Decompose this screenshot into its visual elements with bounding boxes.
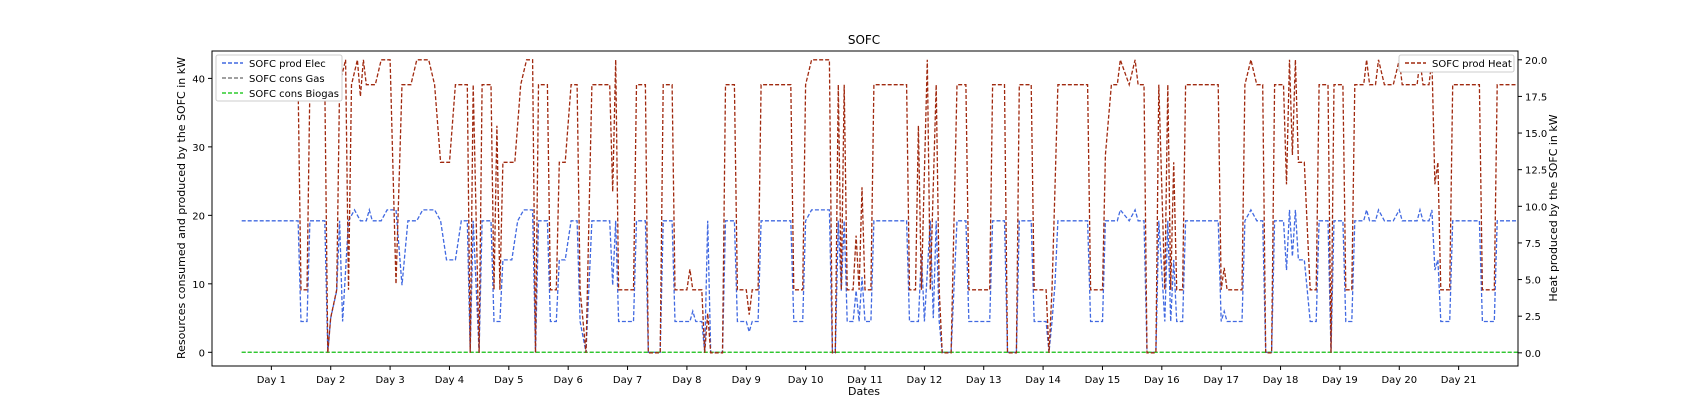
- x-tick-label: Day 2: [316, 375, 345, 386]
- y-right-tick-label: 7.5: [1525, 239, 1541, 250]
- x-tick-label: Day 5: [494, 375, 523, 386]
- y-axis-right: 0.0 2.5 5.0 7.5 10.0 12.5 15.0 17.5 20.0: [1518, 56, 1547, 360]
- x-tick-label: Day 1: [257, 375, 286, 386]
- y-right-tick-label: 2.5: [1525, 312, 1541, 323]
- x-tick-label: Day 10: [788, 375, 824, 386]
- y-left-tick-label: 10: [192, 280, 205, 291]
- legend-left-box: [215, 54, 343, 102]
- x-tick-label: Day 4: [435, 375, 464, 386]
- y-right-tick-label: 10.0: [1525, 202, 1547, 213]
- y-left-tick-label: 20: [192, 211, 205, 222]
- x-tick-label: Day 8: [672, 375, 701, 386]
- legend-right: SOFC prod Heat: [1398, 54, 1515, 73]
- x-tick-label: Day 11: [847, 375, 883, 386]
- x-axis: Day 1 Day 2 Day 3 Day 4 Day 5 Day 6 Day 7 Day 8…: [257, 366, 1477, 386]
- series-line-sofc-prod-heat: [241, 59, 1518, 354]
- legend-right-box: [1398, 54, 1515, 73]
- y-right-tick-label: 17.5: [1525, 92, 1547, 103]
- x-tick-label: Day 16: [1144, 375, 1180, 386]
- legend-label-biogas: SOFC cons Biogas: [249, 89, 339, 100]
- x-tick-label: Day 6: [554, 375, 583, 386]
- x-tick-label: Day 21: [1441, 375, 1477, 386]
- chart-title: SOFC: [848, 33, 880, 47]
- y-left-tick-label: 40: [192, 74, 205, 85]
- y-axis-left: 0 10 20 30 40: [192, 74, 212, 359]
- y-right-tick-label: 15.0: [1525, 129, 1547, 140]
- series-line-sofc-prod-elec: [241, 207, 1518, 353]
- y-left-tick-label: 0: [199, 348, 205, 359]
- x-tick-label: Day 18: [1263, 375, 1299, 386]
- legend-label-heat: SOFC prod Heat: [1432, 59, 1512, 70]
- y-right-tick-label: 0.0: [1525, 349, 1541, 360]
- x-tick-label: Day 13: [966, 375, 1002, 386]
- x-tick-label: Day 17: [1203, 375, 1239, 386]
- legend-label-elec: SOFC prod Elec: [249, 59, 326, 70]
- y-axis-left-label: Resources consumed and produced by the S…: [175, 57, 188, 359]
- series-layer: [241, 59, 1518, 354]
- x-axis-label: Dates: [848, 385, 880, 398]
- x-tick-label: Day 7: [613, 375, 642, 386]
- x-tick-label: Day 12: [907, 375, 943, 386]
- x-tick-label: Day 9: [732, 375, 761, 386]
- legend-label-gas: SOFC cons Gas: [249, 74, 325, 85]
- y-axis-right-label: Heat produced by the SOFC in kW: [1547, 114, 1560, 301]
- x-tick-label: Day 19: [1322, 375, 1358, 386]
- x-tick-label: Day 3: [375, 375, 404, 386]
- x-tick-label: Day 15: [1085, 375, 1121, 386]
- y-left-tick-label: 30: [192, 143, 205, 154]
- legend-left: SOFC prod Elec SOFC cons Gas SOFC cons B…: [215, 54, 343, 102]
- y-right-tick-label: 12.5: [1525, 166, 1547, 177]
- y-right-tick-label: 5.0: [1525, 276, 1541, 287]
- x-tick-label: Day 14: [1025, 375, 1061, 386]
- x-tick-label: Day 20: [1381, 375, 1417, 386]
- y-right-tick-label: 20.0: [1525, 56, 1547, 67]
